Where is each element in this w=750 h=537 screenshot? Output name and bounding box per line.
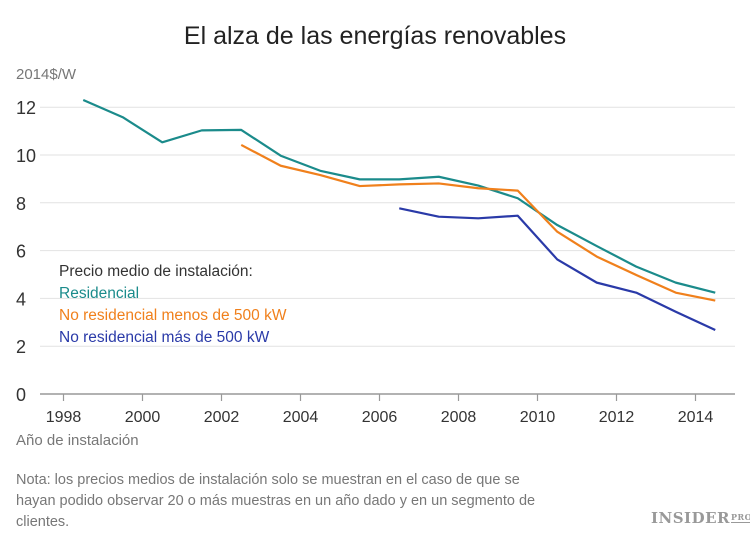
legend: Precio medio de instalación: Residencial… <box>59 261 286 349</box>
y-tick-label: 0 <box>16 385 26 405</box>
y-tick-label: 12 <box>16 98 36 118</box>
x-tick-label: 2010 <box>520 409 556 426</box>
series-line-2 <box>399 207 716 331</box>
y-axis-label: 2014$/W <box>16 66 77 83</box>
legend-item-no-residencial-menos: No residencial menos de 500 kW <box>59 307 287 324</box>
y-tick-label: 8 <box>16 194 26 214</box>
y-tick-label: 2 <box>16 337 26 357</box>
x-tick-label: 2006 <box>362 409 398 426</box>
legend-item-residencial: Residencial <box>59 285 140 302</box>
legend-item-no-residencial-mas: No residencial más de 500 kW <box>59 329 270 346</box>
x-tick-label: 2004 <box>283 409 319 426</box>
x-tick-label: 2012 <box>599 409 635 426</box>
y-tick-label: 10 <box>16 146 36 166</box>
x-axis-label: Año de instalación <box>16 432 139 449</box>
y-tick-label: 6 <box>16 242 26 262</box>
x-tick-label: 2000 <box>125 409 161 426</box>
footnote: Nota: los precios medios de instalación … <box>16 472 536 530</box>
y-tick-label: 4 <box>16 289 26 309</box>
x-tick-label: 2014 <box>678 409 714 426</box>
x-tick-label: 2008 <box>441 409 477 426</box>
insider-pro-logo: INSIDERPRO <box>651 509 750 527</box>
x-tick-label: 1998 <box>46 409 82 426</box>
x-tick-label: 2002 <box>204 409 240 426</box>
legend-title: Precio medio de instalación: <box>59 263 253 280</box>
chart-title: El alza de las energías renovables <box>183 22 567 50</box>
